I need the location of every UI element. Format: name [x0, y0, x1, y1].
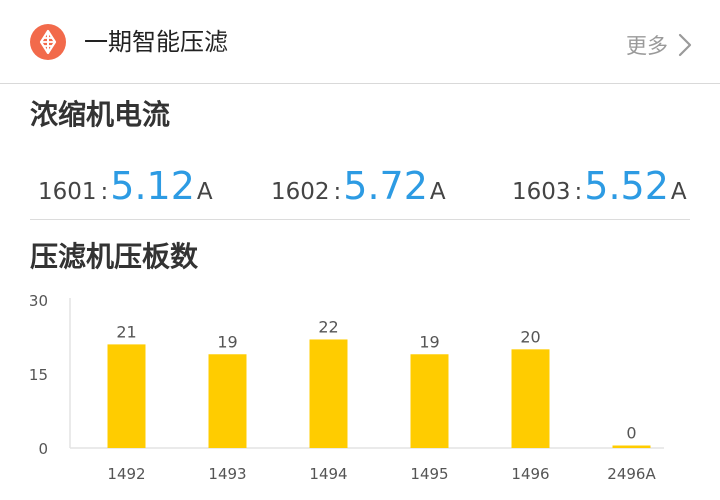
plate-count-bar-chart: 0 15 30 21 1492 19 1493 22 1494 19 1495 20 1496 0 2496… — [29, 292, 664, 483]
reading-unit: A — [196, 179, 213, 205]
reading-separator: : — [100, 179, 109, 205]
more-button[interactable]: 更多 — [626, 30, 692, 60]
current-reading-1603: 1603 : 5.52 A — [512, 164, 687, 208]
currents-section-title: 浓缩机电流 — [30, 98, 171, 131]
reading-unit: A — [429, 179, 446, 205]
x-tick-label: 1496 — [511, 465, 549, 483]
bar-1494 — [309, 339, 348, 448]
bar-value-label: 21 — [116, 322, 136, 341]
current-reading-1601: 1601 : 5.12 A — [38, 164, 213, 208]
x-tick-label: 2496A — [607, 465, 656, 483]
x-tick-label: 1494 — [309, 465, 347, 483]
bar-value-label: 0 — [626, 424, 636, 443]
reading-unit: A — [670, 179, 687, 205]
bar-2496A — [612, 445, 651, 448]
more-label: 更多 — [626, 34, 668, 58]
bar-1495 — [410, 354, 449, 448]
x-tick-label: 1492 — [107, 465, 145, 483]
filter-press-icon — [30, 24, 66, 60]
bar-value-label: 19 — [419, 332, 439, 351]
section-divider — [30, 219, 690, 220]
reading-id: 1603 — [512, 179, 571, 205]
bar-1493 — [208, 354, 247, 448]
reading-value: 5.52 — [584, 164, 669, 208]
y-tick-label: 0 — [38, 440, 48, 458]
bar-value-label: 19 — [217, 332, 237, 351]
reading-separator: : — [574, 179, 583, 205]
reading-id: 1601 — [38, 179, 97, 205]
y-tick-label: 30 — [29, 292, 48, 310]
x-tick-label: 1493 — [208, 465, 246, 483]
reading-value: 5.12 — [110, 164, 195, 208]
bar-value-label: 20 — [520, 327, 540, 346]
bar-value-label: 22 — [318, 317, 338, 336]
bar-1496 — [511, 349, 550, 448]
reading-id: 1602 — [271, 179, 330, 205]
page-title: 一期智能压滤 — [84, 28, 228, 56]
current-reading-1602: 1602 : 5.72 A — [271, 164, 446, 208]
reading-separator: : — [333, 179, 342, 205]
header-bar: 一期智能压滤 更多 — [0, 0, 720, 84]
bar-1492 — [107, 344, 146, 448]
x-tick-label: 1495 — [410, 465, 448, 483]
y-tick-label: 15 — [29, 366, 48, 384]
chevron-right-icon — [678, 33, 692, 57]
plates-section-title: 压滤机压板数 — [30, 240, 199, 273]
reading-value: 5.72 — [343, 164, 428, 208]
